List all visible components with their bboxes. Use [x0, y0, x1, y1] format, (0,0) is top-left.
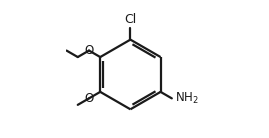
Text: O: O — [84, 44, 94, 57]
Text: NH$_2$: NH$_2$ — [175, 91, 198, 106]
Text: Cl: Cl — [124, 13, 137, 26]
Text: O: O — [84, 92, 94, 105]
